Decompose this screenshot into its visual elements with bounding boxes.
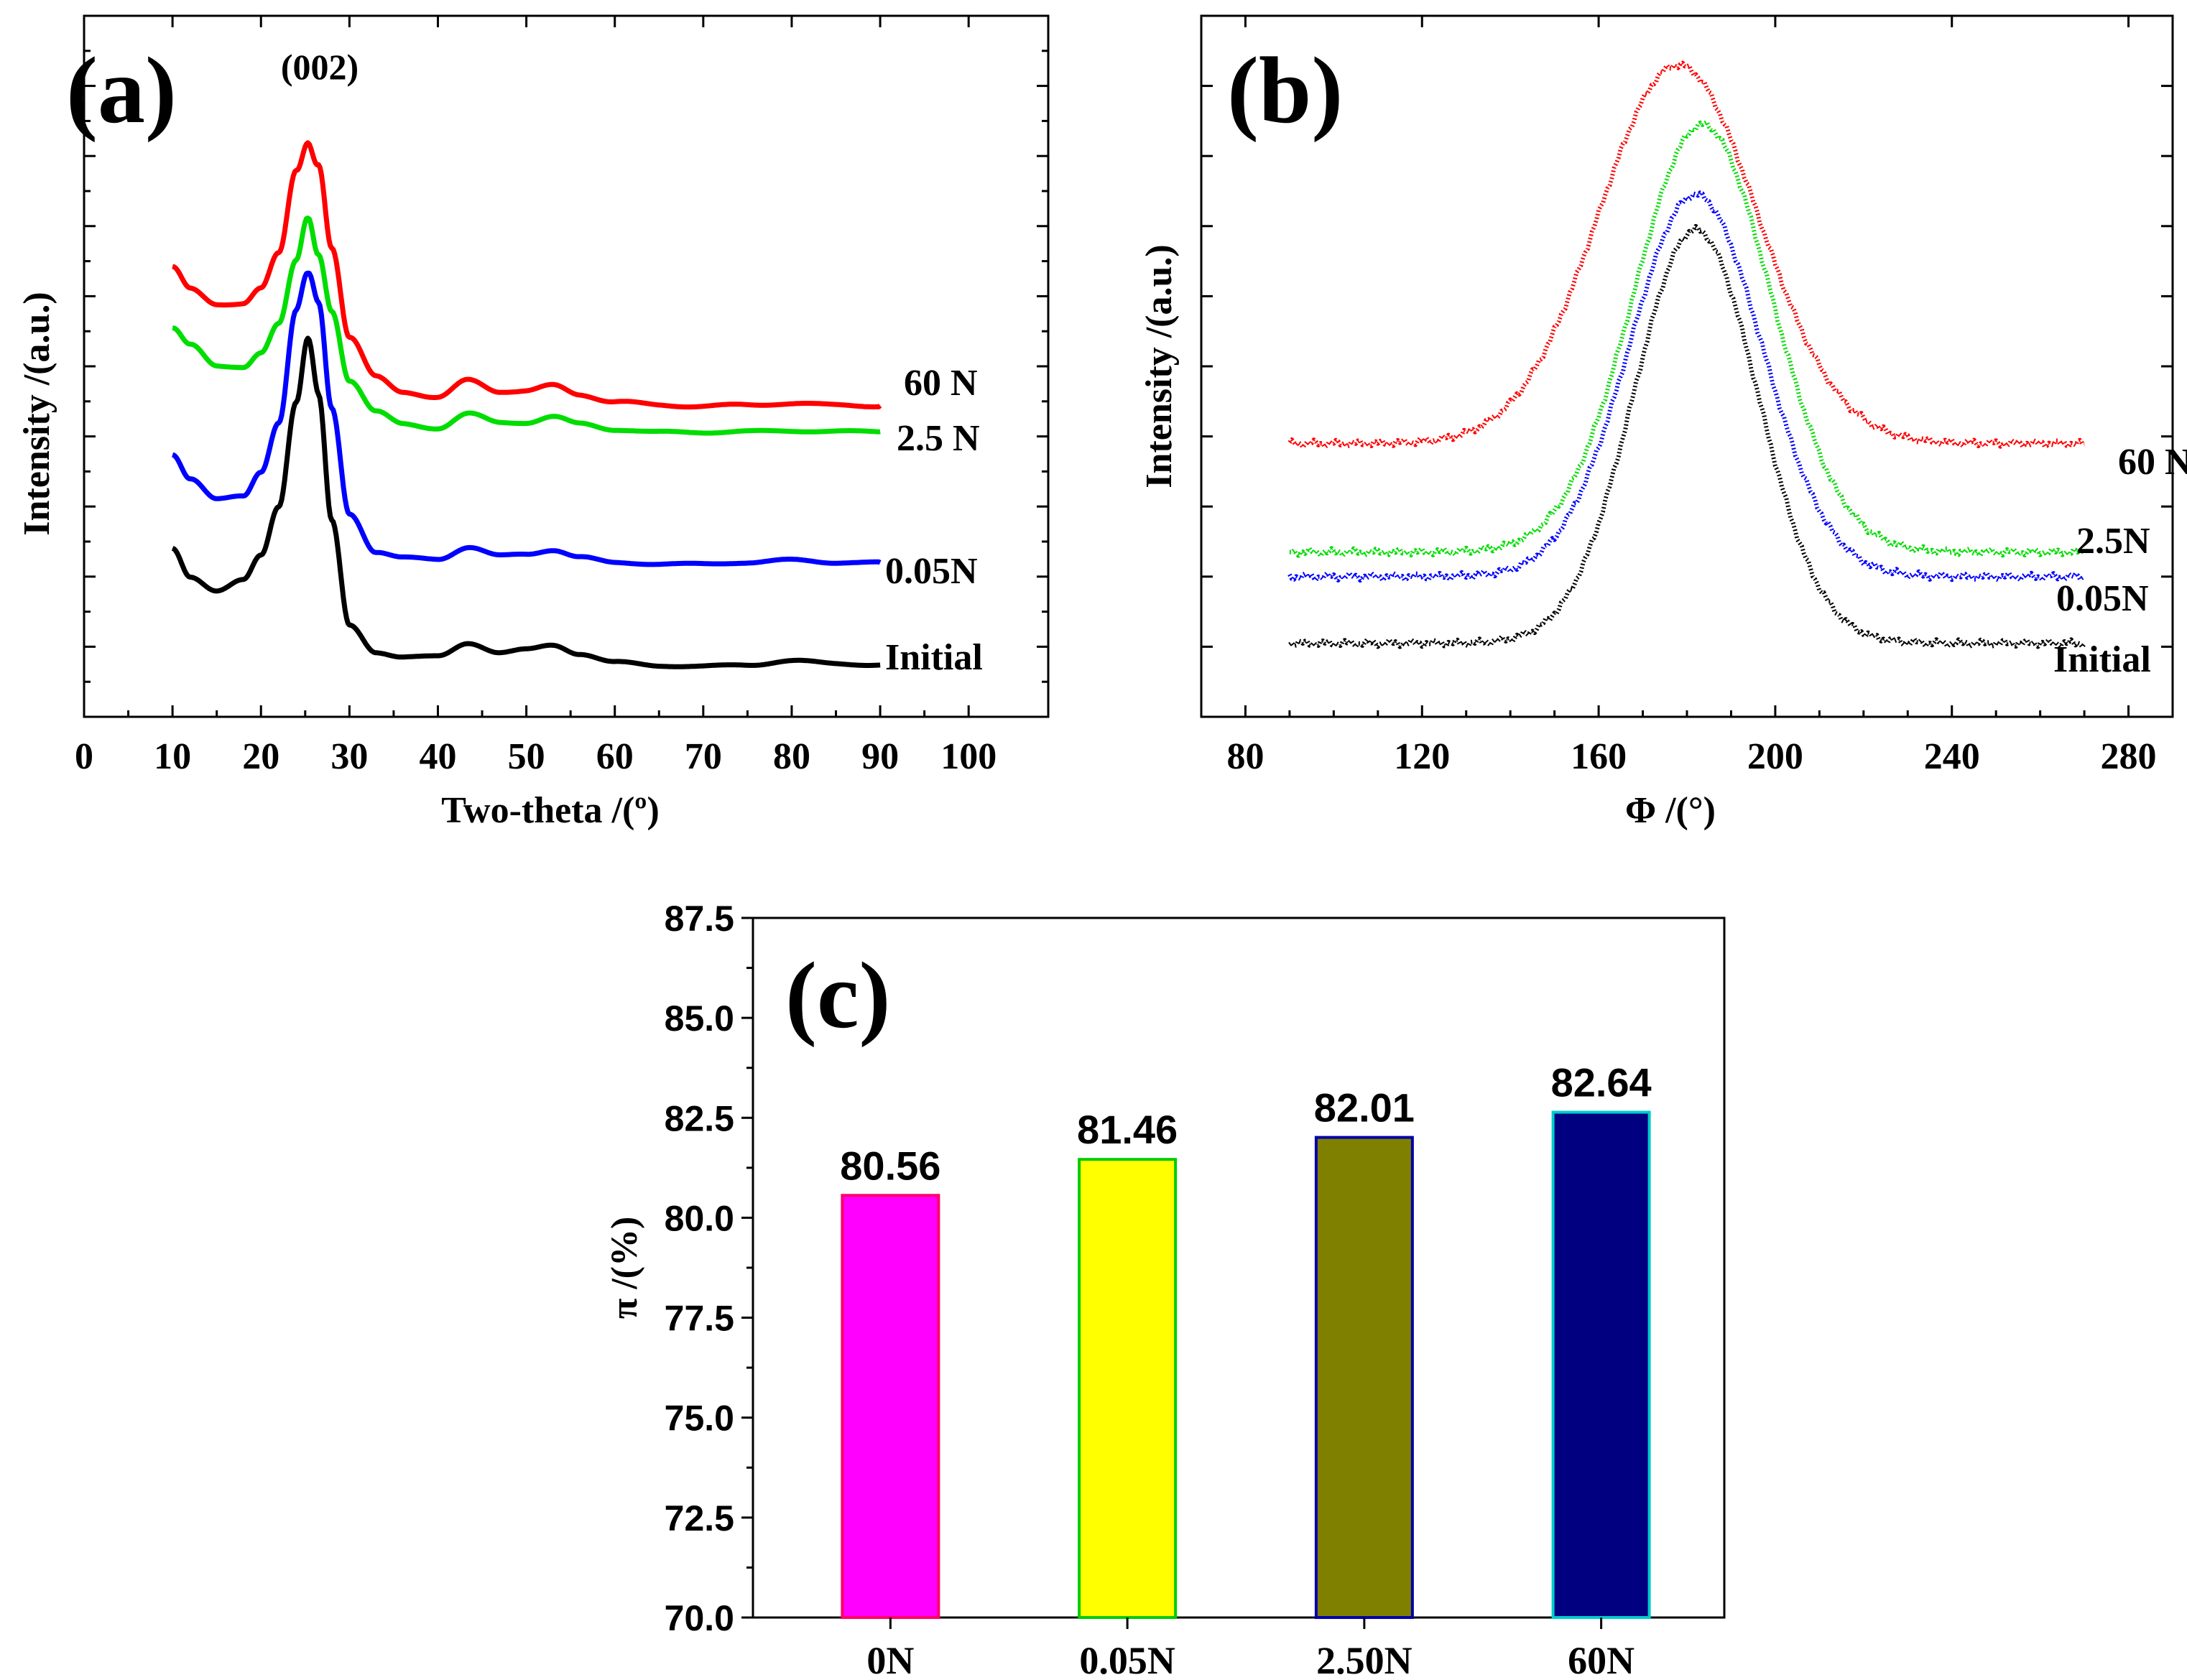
- panel-a-series-line-0-05n: [171, 270, 882, 567]
- panel-a-x-tick-label: 50: [508, 736, 545, 777]
- panel-a-series-lines: [171, 140, 882, 669]
- panel-b-series-line-0-05n: [1287, 190, 2086, 583]
- panel-b-y-ticks: [1201, 85, 2173, 648]
- panel-c-bar-value-label: 80.56: [840, 1143, 940, 1188]
- panel-c-bar-value-label: 81.46: [1077, 1107, 1178, 1152]
- panel-a-series-line-2-5-n: [171, 215, 882, 436]
- panel-c-bar-60n: [1551, 1110, 1651, 1620]
- panel-b-y-axis-label: Intensity /(a.u.): [1139, 244, 1180, 488]
- panel-c-label: (c): [785, 942, 891, 1048]
- panel-c-category-label: 0.05N: [1079, 1639, 1175, 1680]
- panel-a-legend-initial: Initial: [885, 637, 983, 678]
- panel-c-y-axis-label: π /(%): [604, 1217, 645, 1319]
- panel-b-x-tick-label: 240: [1924, 736, 1980, 777]
- panel-b-x-tick-label: 280: [2101, 736, 2157, 777]
- panel-a-legend-60n: 60 N: [904, 363, 978, 404]
- panel-a-peak-annotation: (002): [281, 47, 359, 87]
- panel-a-y-axis-label: Intensity /(a.u.): [17, 292, 57, 535]
- panel-c: 70.0 72.5 75.0 77.5 80.0 82.5 85.0 87.5 80.56 0N…: [604, 899, 1726, 1680]
- panel-a-series-line-initial: [171, 335, 882, 669]
- panel-a-legend-2-5n: 2.5 N: [897, 418, 980, 459]
- panel-b-x-tick-label: 200: [1747, 736, 1803, 777]
- panel-a-x-axis-label: Two-theta /(º): [441, 790, 660, 831]
- panel-c-y-tick-label: 70.0: [665, 1598, 734, 1638]
- panel-a-x-tick-label: 30: [330, 736, 368, 777]
- panel-c-bar-0n: [841, 1194, 940, 1620]
- panel-b-x-tick-label: 160: [1571, 736, 1627, 777]
- panel-c-y-ticks: 70.0 72.5 75.0 77.5 80.0 82.5 85.0 87.5: [665, 899, 753, 1638]
- panel-c-category-label: 2.50N: [1316, 1639, 1412, 1680]
- panel-b-legend-initial: Initial: [2053, 639, 2151, 680]
- panel-c-category-label: 0N: [866, 1639, 914, 1680]
- panel-c-y-tick-label: 87.5: [665, 899, 734, 939]
- panel-b-x-axis-label: Φ /(°): [1625, 790, 1716, 831]
- panel-a-x-tick-label: 70: [685, 736, 722, 777]
- panel-a-x-tick-label: 80: [773, 736, 810, 777]
- panel-a-legend-0-05n: 0.05N: [885, 551, 978, 592]
- panel-a-x-ticks: 0 10 20 30 40 50 60 70 80 90 100: [75, 16, 997, 777]
- panel-b: 80 120 160 200 240 280 (b) Φ /(°) Intensity /…: [1139, 14, 2187, 831]
- panel-b-x-ticks: 80 120 160 200 240 280: [1226, 16, 2157, 777]
- panel-b-legend-0-05n: 0.05N: [2056, 578, 2149, 619]
- panel-a-x-tick-label: 10: [154, 736, 191, 777]
- panel-c-y-tick-label: 72.5: [665, 1498, 734, 1539]
- panel-c-bar-2-50n: [1314, 1136, 1414, 1619]
- panel-c-y-tick-label: 77.5: [665, 1299, 734, 1339]
- panel-b-series-lines: [1287, 60, 2086, 649]
- panel-a-x-tick-label: 90: [861, 736, 899, 777]
- panel-b-x-tick-label: 80: [1226, 736, 1264, 777]
- panel-a-label: (a): [66, 37, 177, 143]
- panel-b-label: (b): [1227, 37, 1343, 143]
- panel-a-x-tick-label: 100: [940, 736, 997, 777]
- panel-a-x-tick-label: 20: [242, 736, 279, 777]
- panel-b-x-tick-label: 120: [1394, 736, 1450, 777]
- panel-c-bar-0-05n: [1078, 1158, 1178, 1620]
- panel-c-y-tick-label: 80.0: [665, 1198, 734, 1238]
- panel-b-legend-60n: 60 N: [2118, 442, 2187, 483]
- panel-a-x-tick-label: 60: [596, 736, 634, 777]
- panel-a-x-tick-label: 0: [75, 736, 93, 777]
- panel-b-series-line-60-n: [1287, 60, 2085, 450]
- panel-a: 0 10 20 30 40 50 60 70 80 90 100 (a) (002) Two-the…: [17, 14, 1050, 831]
- panel-b-frame: [1200, 14, 2174, 718]
- panel-a-series-line-60-n: [171, 140, 882, 410]
- panel-b-series-line-2-5n: [1289, 119, 2086, 558]
- panel-b-legend-2-5n: 2.5N: [2076, 521, 2150, 562]
- panel-a-y-ticks: [84, 50, 1048, 683]
- panel-c-y-tick-label: 75.0: [665, 1398, 734, 1439]
- panel-b-series-line-initial: [1288, 223, 2086, 649]
- panel-c-y-tick-label: 85.0: [665, 998, 734, 1039]
- panel-a-x-tick-label: 40: [419, 736, 456, 777]
- panel-c-bar-value-label: 82.64: [1551, 1059, 1652, 1105]
- panel-c-bar-value-label: 82.01: [1314, 1085, 1415, 1131]
- panel-c-y-tick-label: 82.5: [665, 1098, 734, 1138]
- panel-c-category-label: 60N: [1568, 1639, 1635, 1680]
- panel-c-bars: 80.56 0N 81.46 0.05N 82.01 2.50N 82.64 60N: [840, 1059, 1651, 1680]
